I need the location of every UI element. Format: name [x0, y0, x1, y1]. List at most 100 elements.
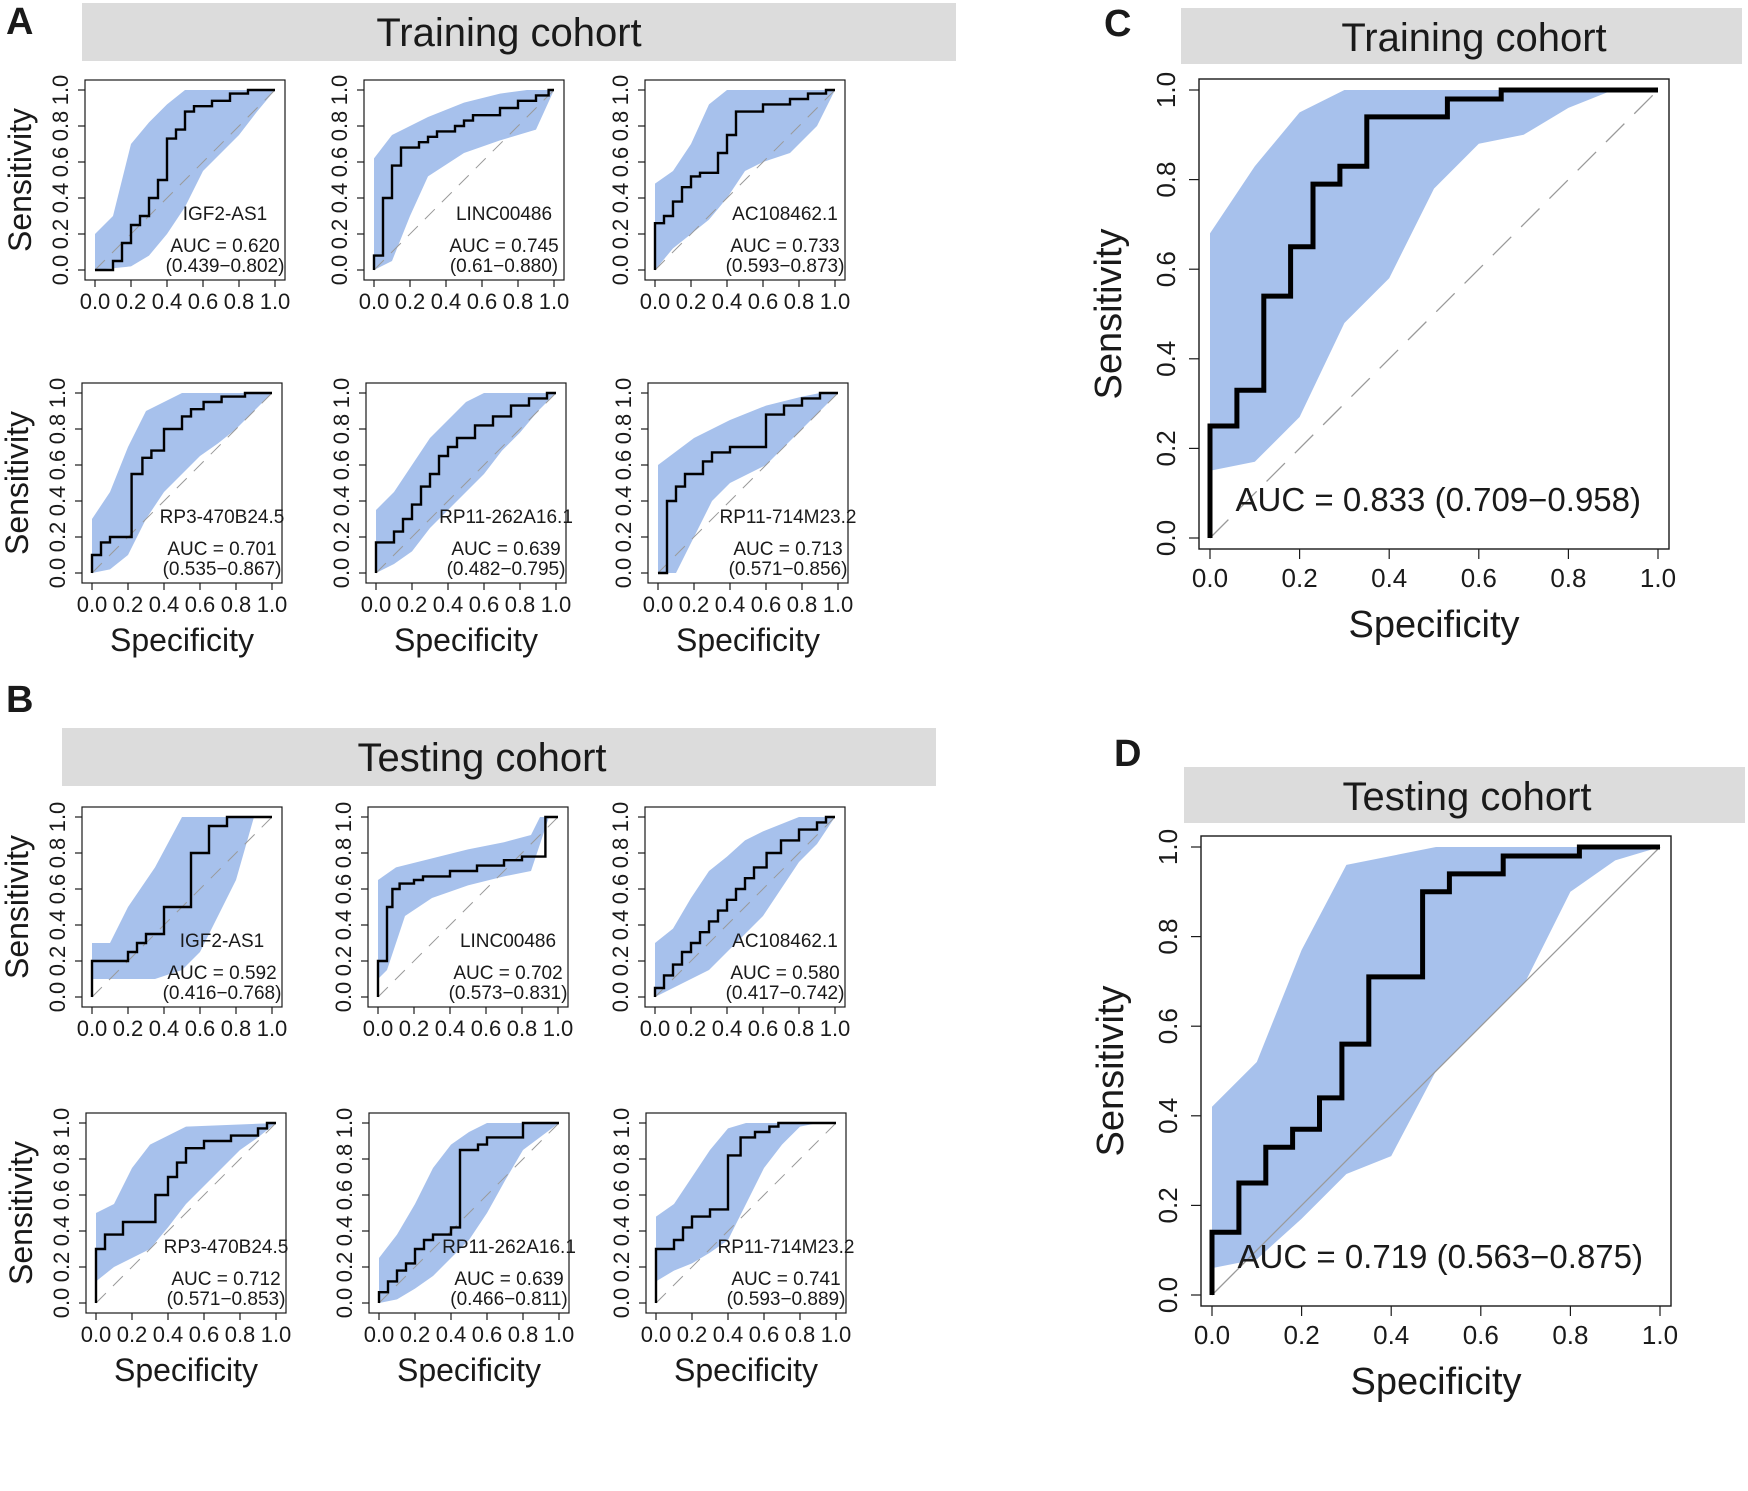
- gene-label: RP11-714M23.2: [720, 507, 857, 528]
- y-tick-label: 0.8: [1151, 162, 1181, 198]
- x-tick-label: 0.2: [397, 592, 428, 617]
- roc-curve-a4: [90, 391, 272, 573]
- x-tick-label: 0.2: [116, 289, 147, 314]
- diagonal-line-c: [1209, 89, 1659, 539]
- plot-frame-b5: [368, 1112, 570, 1314]
- x-tick-label: 0.8: [784, 289, 815, 314]
- roc-curve-b1: [90, 815, 272, 997]
- y-tick-label: 0.6: [1153, 1008, 1183, 1044]
- x-tick-label: 0.4: [713, 1322, 744, 1347]
- y-tick-label: 0.4: [332, 1216, 357, 1247]
- x-tick-label: 0.6: [748, 289, 779, 314]
- x-tick-label: 0.4: [149, 592, 180, 617]
- x-tick-label: 1.0: [823, 592, 854, 617]
- plot-frame-b6: [645, 1112, 847, 1314]
- x-tick-label: 0.8: [225, 1322, 256, 1347]
- x-tick-label: 0.8: [787, 592, 818, 617]
- roc-curve-a3: [653, 88, 835, 270]
- diagonal-line-d: [1211, 846, 1661, 1296]
- roc-curve-b4: [94, 1121, 276, 1303]
- banner-c-title: Training cohort: [1341, 16, 1606, 60]
- plot-frame-b2: [367, 806, 569, 1008]
- plot-frame-c: [1198, 78, 1670, 550]
- ci-label: (0.573−0.831): [449, 983, 568, 1004]
- x-tick-label: 0.8: [1550, 563, 1586, 593]
- ci-label: (0.61−0.880): [450, 256, 558, 277]
- ci-band-a2: [374, 90, 554, 270]
- roc-plot-b1: 0.00.00.20.20.40.40.60.60.80.81.01.0Sens…: [0, 802, 287, 1041]
- x-tick-label: 0.0: [1192, 563, 1228, 593]
- x-tick-label: 1.0: [543, 1016, 574, 1041]
- roc-plots: 0.00.00.20.20.40.40.60.60.80.81.01.0Sens…: [0, 72, 1678, 1403]
- ci-band-c: [1210, 90, 1658, 471]
- y-tick-label: 0.4: [45, 910, 70, 941]
- y-tick-label: 0.6: [45, 450, 70, 481]
- x-tick-label: 0.4: [433, 592, 464, 617]
- y-tick-label: 0.4: [48, 183, 73, 214]
- x-tick-label: 0.4: [435, 1016, 466, 1041]
- y-tick-label: 0.6: [48, 147, 73, 178]
- y-tick-label: 0.4: [45, 486, 70, 517]
- x-tick-label: 0.6: [469, 592, 500, 617]
- x-tick-label: 0.4: [1371, 563, 1407, 593]
- x-axis-label: Specificity: [114, 1352, 258, 1388]
- x-tick-label: 0.4: [712, 289, 743, 314]
- auc-label: AUC = 0.702: [453, 963, 562, 984]
- x-tick-label: 1.0: [1640, 563, 1676, 593]
- x-tick-label: 1.0: [821, 1322, 852, 1347]
- x-tick-label: 0.6: [1463, 1320, 1499, 1350]
- ci-label: (0.593−0.889): [727, 1289, 846, 1310]
- auc-label: AUC = 0.719 (0.563−0.875): [1238, 1238, 1643, 1275]
- diagonal-line-b3: [654, 816, 836, 998]
- y-tick-label: 0.8: [48, 111, 73, 142]
- x-tick-label: 0.6: [467, 289, 498, 314]
- x-axis-label: Specificity: [674, 1352, 818, 1388]
- y-tick-label: 0.0: [331, 982, 356, 1013]
- x-tick-label: 0.0: [361, 592, 392, 617]
- y-tick-label: 0.4: [611, 486, 636, 517]
- y-tick-label: 1.0: [611, 378, 636, 409]
- x-axis-label: Specificity: [394, 622, 538, 658]
- x-tick-label: 0.2: [679, 592, 710, 617]
- y-tick-label: 0.4: [608, 910, 633, 941]
- y-tick-label: 0.2: [609, 1252, 634, 1283]
- ci-label: (0.571−0.856): [729, 559, 848, 580]
- y-tick-label: 0.2: [1151, 430, 1181, 466]
- y-tick-label: 0.2: [611, 522, 636, 553]
- x-tick-label: 0.6: [185, 1016, 216, 1041]
- gene-label: LINC00486: [456, 204, 552, 225]
- x-axis-label: Specificity: [1350, 1361, 1521, 1403]
- y-tick-label: 0.6: [332, 1180, 357, 1211]
- gene-label: RP3-470B24.5: [160, 507, 285, 528]
- ci-label: (0.535−0.867): [163, 559, 282, 580]
- x-tick-label: 0.8: [505, 592, 536, 617]
- banner-d: Testing cohort: [1184, 767, 1745, 823]
- diagonal-line-a1: [94, 89, 276, 271]
- x-tick-label: 1.0: [544, 1322, 575, 1347]
- x-tick-label: 0.4: [715, 592, 746, 617]
- diagonal-line-b6: [655, 1122, 837, 1304]
- y-tick-label: 0.2: [48, 219, 73, 250]
- x-tick-label: 1.0: [541, 592, 572, 617]
- plot-frame-a5: [365, 382, 567, 584]
- x-tick-label: 0.8: [785, 1322, 816, 1347]
- gene-label: IGF2-AS1: [180, 931, 264, 952]
- y-tick-label: 1.0: [45, 802, 70, 833]
- y-axis-label: Sensitivity: [1090, 985, 1132, 1156]
- y-tick-label: 1.0: [1151, 72, 1181, 108]
- y-tick-label: 0.2: [332, 1252, 357, 1283]
- y-tick-label: 0.2: [49, 1252, 74, 1283]
- y-tick-label: 0.6: [608, 147, 633, 178]
- x-tick-label: 0.4: [712, 1016, 743, 1041]
- x-tick-label: 0.0: [77, 1016, 108, 1041]
- banner-b-title: Testing cohort: [357, 736, 606, 780]
- ci-band-a4: [92, 393, 272, 573]
- x-tick-label: 0.0: [1194, 1320, 1230, 1350]
- y-tick-label: 0.8: [611, 414, 636, 445]
- y-tick-label: 0.4: [331, 910, 356, 941]
- y-tick-label: 0.8: [327, 111, 352, 142]
- plot-frame-b3: [644, 806, 846, 1008]
- x-tick-label: 0.4: [153, 1322, 184, 1347]
- x-tick-label: 0.6: [749, 1322, 780, 1347]
